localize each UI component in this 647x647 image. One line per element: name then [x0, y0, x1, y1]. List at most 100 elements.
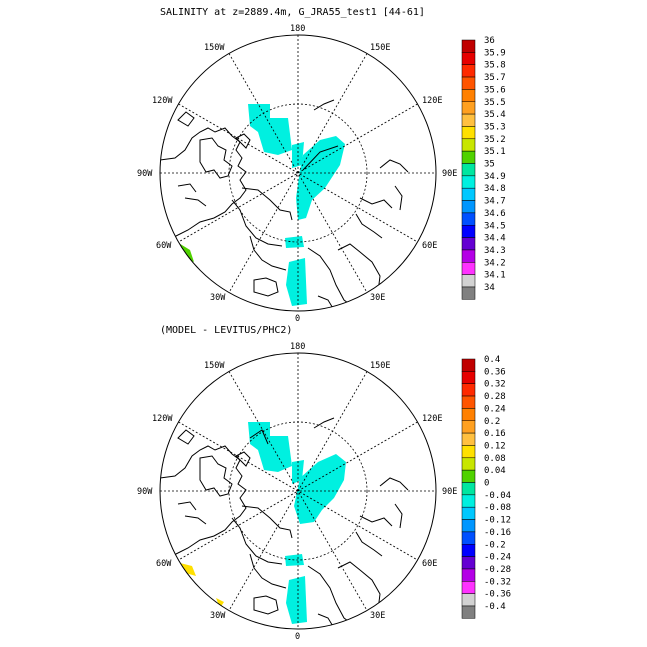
- top-colorbar-tick-label: 34.6: [484, 209, 506, 219]
- bottom-colorbar-swatch: [461, 593, 476, 607]
- bottom-colorbar-swatch: [461, 494, 476, 508]
- bottom-colorbar-swatch: [461, 395, 476, 409]
- bottom-colorbar-swatch: [461, 556, 476, 570]
- bottom-colorbar-tick-label: -0.24: [484, 553, 511, 563]
- bottom-colorbar-tick-label: 0.24: [484, 404, 506, 414]
- green-region: [177, 242, 194, 262]
- top-colorbar-swatch: [461, 274, 476, 288]
- top-colorbar-tick-label: 34.3: [484, 246, 506, 256]
- lon-label-120e: 120E: [422, 414, 442, 424]
- top-colorbar-swatch: [461, 175, 476, 189]
- cyan-region: [248, 104, 292, 155]
- top-colorbar-swatch: [461, 138, 476, 152]
- lon-label-180: 180: [290, 24, 305, 34]
- top-colorbar-tick-label: 34.2: [484, 258, 506, 268]
- top-colorbar-tick-label: 34.7: [484, 197, 506, 207]
- lon-label-90w: 90W: [137, 169, 153, 179]
- bottom-colorbar-tick-label: 0.16: [484, 429, 506, 439]
- bottom-colorbar-tick-label: -0.2: [484, 540, 506, 550]
- bottom-colorbar-tick-label: -0.36: [484, 590, 511, 600]
- cyan-region: [286, 258, 307, 306]
- cyan-region: [296, 136, 345, 220]
- top-colorbar-swatch: [461, 249, 476, 263]
- bottom-colorbar-tick-label: 0.12: [484, 441, 506, 451]
- top-colorbar-swatch: [461, 76, 476, 90]
- top-colorbar-tick-label: 35.4: [484, 110, 506, 120]
- lon-label-120w: 120W: [152, 414, 173, 424]
- bottom-coastlines: [160, 417, 409, 629]
- top-colorbar-tick-label: 35: [484, 160, 495, 170]
- lon-label-90w: 90W: [137, 487, 153, 497]
- top-colorbar-swatch: [461, 237, 476, 251]
- top-colorbar-swatch: [461, 187, 476, 201]
- top-map-panel: SALINITY at z=2889.4m, G_JRA55_test1 [44…: [137, 7, 506, 324]
- cyan-region: [294, 454, 346, 524]
- lon-label-150w: 150W: [204, 43, 225, 53]
- lon-label-60w: 60W: [156, 241, 172, 251]
- bottom-colorbar-swatch: [461, 445, 476, 459]
- lon-label-90e: 90E: [442, 169, 457, 179]
- top-salinity-fill: [177, 104, 345, 306]
- bottom-map-boundary: [159, 352, 437, 630]
- top-colorbar-swatch: [461, 150, 476, 164]
- top-colorbar-swatch: [461, 52, 476, 65]
- lon-label-30e: 30E: [370, 293, 385, 303]
- lon-label-90e: 90E: [442, 487, 457, 497]
- lon-label-120e: 120E: [422, 96, 442, 106]
- top-colorbar-under-swatch: [461, 286, 476, 300]
- cyan-region: [248, 422, 292, 472]
- bottom-colorbar-tick-label: -0.32: [484, 577, 511, 587]
- bottom-colorbar-tick-label: 0.32: [484, 380, 506, 390]
- bottom-colorbar-swatch: [461, 506, 476, 520]
- bottom-graticule: [160, 353, 436, 629]
- bottom-colorbar-swatch: [461, 544, 476, 557]
- top-colorbar-swatch: [461, 64, 476, 78]
- top-colorbar-tick-label: 35.3: [484, 122, 506, 132]
- lon-label-150e: 150E: [370, 361, 390, 371]
- bottom-colorbar-swatch: [461, 420, 476, 434]
- top-colorbar-swatch: [461, 200, 476, 214]
- lon-label-150e: 150E: [370, 43, 390, 53]
- bottom-colorbar-tick-label: 0.04: [484, 466, 506, 476]
- top-colorbar-swatch: [461, 163, 476, 177]
- top-colorbar-tick-label: 36: [484, 36, 495, 46]
- top-coastlines: [160, 99, 409, 311]
- top-colorbar: 36 35.9 35.8 35.7 35.6 35.5 35.4 35.3 35.2 35.1 35…: [461, 36, 506, 300]
- bottom-colorbar-swatch: [461, 581, 476, 594]
- top-colorbar-tick-label: 34.1: [484, 271, 506, 281]
- top-colorbar-tick-label: 35.8: [484, 61, 506, 71]
- lon-label-30w: 30W: [210, 611, 226, 621]
- top-colorbar-swatch: [461, 101, 476, 115]
- top-colorbar-tick-label: 35.5: [484, 98, 506, 108]
- top-colorbar-tick-label: 35.2: [484, 135, 506, 145]
- bottom-colorbar-tick-label: -0.28: [484, 565, 511, 575]
- top-graticule: [160, 35, 436, 311]
- bottom-colorbar-swatch: [461, 432, 476, 446]
- top-colorbar-swatch: [461, 212, 476, 226]
- bottom-colorbar-swatch: [461, 482, 476, 496]
- top-colorbar-tick-label: 35.9: [484, 48, 506, 58]
- bottom-colorbar-swatch: [461, 568, 476, 582]
- top-colorbar-tick-label: 35.7: [484, 73, 506, 83]
- bottom-colorbar-tick-label: 0: [484, 479, 489, 489]
- cyan-region: [285, 554, 304, 566]
- bottom-colorbar-swatch: [461, 457, 476, 471]
- bottom-colorbar-swatch: [461, 383, 476, 397]
- top-colorbar-swatch: [461, 126, 476, 140]
- lon-label-60e: 60E: [422, 241, 437, 251]
- top-map-boundary: [159, 34, 437, 312]
- bottom-map-title: (MODEL - LEVITUS/PHC2): [160, 325, 292, 336]
- top-colorbar-tick-label: 35.6: [484, 85, 506, 95]
- yellow-region: [216, 598, 224, 608]
- yellow-region: [180, 563, 196, 576]
- bottom-colorbar-tick-label: 0.36: [484, 367, 506, 377]
- bottom-colorbar-swatch: [461, 408, 476, 421]
- top-colorbar-swatch: [461, 113, 476, 127]
- top-map-title: SALINITY at z=2889.4m, G_JRA55_test1 [44…: [160, 7, 425, 18]
- bottom-colorbar-tick-label: -0.4: [484, 602, 506, 612]
- lon-label-30w: 30W: [210, 293, 226, 303]
- bottom-difference-fill: [180, 422, 346, 624]
- top-colorbar-swatch: [461, 225, 476, 238]
- lon-label-180: 180: [290, 342, 305, 352]
